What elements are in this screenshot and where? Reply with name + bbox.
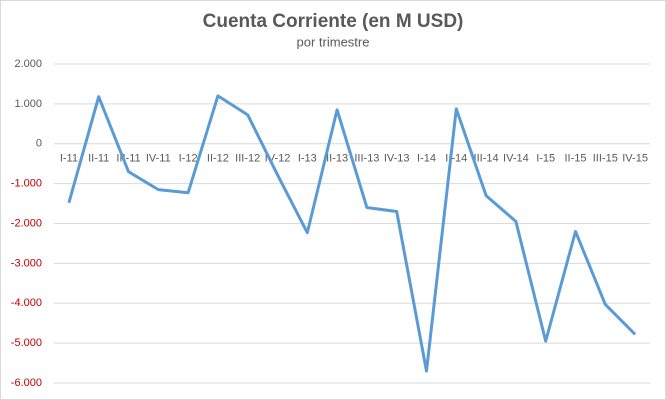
y-tick-label: -1.000 [11,178,42,190]
x-tick-label: II-15 [564,153,586,165]
x-tick-label: IV-14 [503,153,529,165]
y-tick-label: -4.000 [11,297,42,309]
x-tick-label: II-11 [88,153,109,165]
x-tick-label: III-15 [593,153,618,165]
x-tick-label: I-14 [417,153,436,165]
x-tick-label: II-12 [207,153,229,165]
x-tick-label: II-13 [326,153,348,165]
x-tick-label: I-15 [536,153,555,165]
y-tick-label: 0 [36,138,42,150]
y-tick-label: -6.000 [11,377,42,389]
chart-subtitle: por trimestre [297,34,370,49]
x-tick-label: III-14 [474,153,499,165]
x-tick-label: II-14 [445,153,467,165]
x-tick-label: IV-11 [146,153,171,165]
y-tick-label: 2.000 [14,58,42,70]
x-tick-label: IV-15 [622,153,648,165]
y-tick-label: -2.000 [11,217,42,229]
x-tick-label: I-13 [298,153,317,165]
x-tick-label: III-11 [116,153,140,165]
x-tick-label: I-11 [60,153,78,165]
y-tick-label: -3.000 [11,257,42,269]
x-tick-label: III-12 [235,153,260,165]
y-tick-label: 1.000 [14,98,42,110]
y-tick-label: -5.000 [11,337,42,349]
x-tick-label: III-13 [354,153,379,165]
chart-title: Cuenta Corriente (en M USD) [203,11,464,32]
x-tick-label: I-12 [179,153,198,165]
x-tick-label: IV-13 [384,153,410,165]
data-line [67,94,637,373]
